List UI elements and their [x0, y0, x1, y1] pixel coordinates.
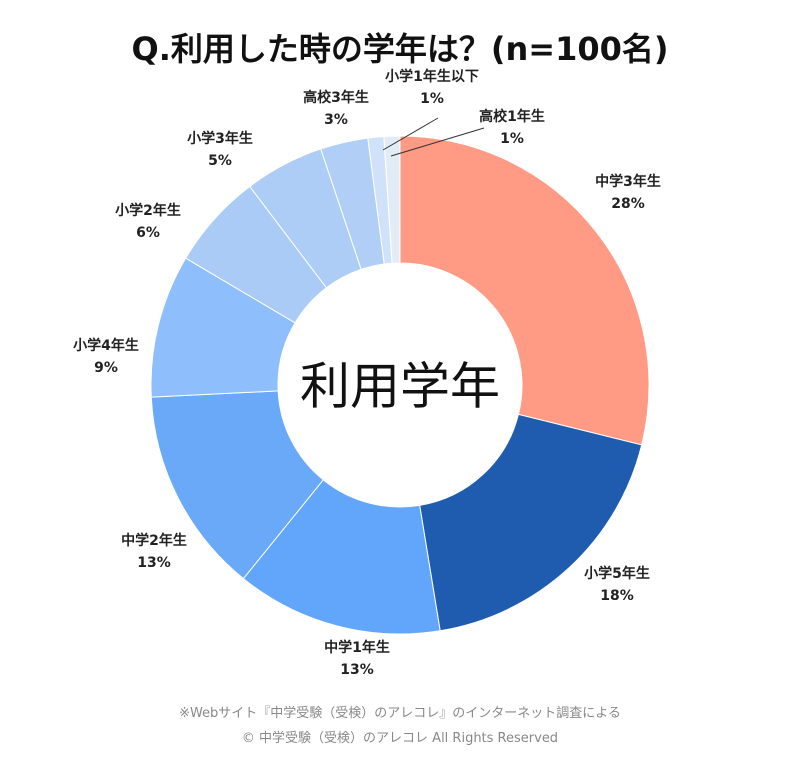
slice-label-2: 小学5年生: [584, 565, 650, 582]
slice-value-10: 1%: [500, 131, 524, 147]
slice-label-7: 小学3年生: [187, 130, 253, 147]
slice-2: [419, 413, 643, 632]
slice-value-1: 28%: [611, 196, 645, 212]
slices-group: [150, 135, 650, 635]
leader-line-9: [382, 117, 439, 151]
slice-value-6: 6%: [136, 225, 160, 241]
slice-label-10: 高校1年生: [479, 108, 545, 125]
slice-label-5: 小学4年生: [73, 337, 139, 354]
slice-label-1: 中学3年生: [595, 173, 661, 190]
slice-value-9: 1%: [420, 91, 444, 107]
slice-value-8: 3%: [324, 112, 348, 128]
slice-value-4: 13%: [137, 555, 171, 571]
leader-line-10: [390, 127, 485, 157]
chart-title: Q.利用した時の学年は？(n=100名): [131, 30, 669, 68]
slice-label-4: 中学2年生: [121, 532, 187, 549]
slice-label-6: 小学2年生: [115, 202, 181, 219]
slice-value-3: 13%: [340, 662, 374, 678]
slice-label-8: 高校3年生: [303, 89, 369, 106]
labels-group: 中学3年生 28% 小学5年生 18% 中学1年生 13% 中学2年生 13% 小学4年生 9% 小…: [73, 68, 661, 678]
center-label: 利用学年: [300, 358, 500, 416]
footer-copyright: © 中学受験（受検）のアレコレ All Rights Reserved: [241, 731, 559, 746]
slice-value-2: 18%: [600, 588, 634, 604]
slice-label-9: 小学1年生以下: [385, 68, 479, 85]
footer-note: ※Webサイト『中学受験（受検）のアレコレ』のインターネット調査による: [179, 706, 621, 721]
slice-10: [383, 135, 401, 264]
slice-1: [399, 135, 650, 446]
slice-value-7: 5%: [208, 153, 232, 169]
slice-label-3: 中学1年生: [324, 639, 390, 656]
slice-value-5: 9%: [94, 360, 118, 376]
